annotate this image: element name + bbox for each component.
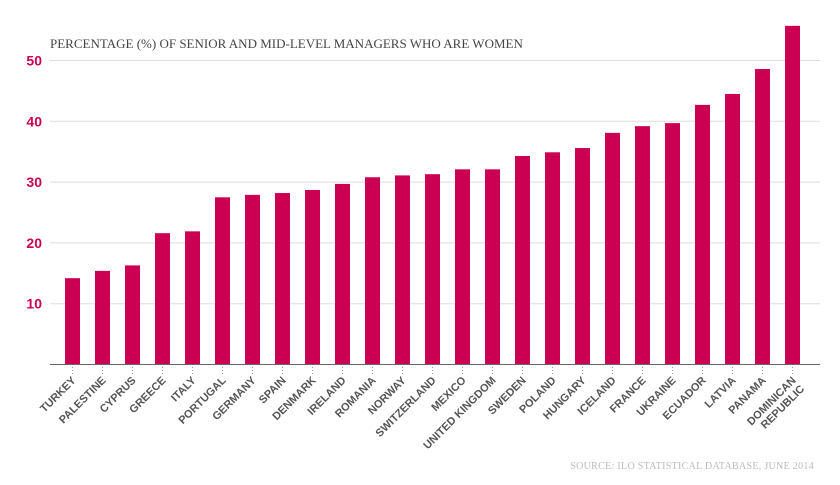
bar-turkey: [65, 278, 80, 365]
bar-greece: [155, 233, 170, 365]
bar-poland: [545, 152, 560, 365]
bar-spain: [275, 193, 290, 365]
bar-germany: [245, 194, 260, 365]
bar-france: [635, 126, 650, 365]
y-tick-label: 40: [26, 113, 42, 129]
bar-hungary: [575, 148, 590, 365]
y-tick-label: 10: [26, 296, 42, 312]
y-axis-ticks: 10 20 30 40 50: [26, 53, 42, 312]
bar-ukraine: [665, 123, 680, 365]
bar-switzerland: [425, 174, 440, 365]
bar-united-kingdom: [485, 169, 500, 365]
bar-portugal: [215, 197, 230, 365]
bar-italy: [185, 231, 200, 365]
bar-panama: [755, 69, 770, 365]
bar-dominican-republic: [785, 25, 800, 365]
y-tick-label: 20: [26, 235, 42, 251]
bar-iceland: [605, 132, 620, 365]
bar-romania: [365, 177, 380, 365]
bar-cyprus: [125, 265, 140, 365]
chart-source: SOURCE: ILO STATISTICAL DATABASE, JUNE 2…: [570, 461, 814, 472]
bar-palestine: [95, 270, 110, 365]
bar-norway: [395, 175, 410, 365]
bar-denmark: [305, 190, 320, 365]
bar-latvia: [725, 93, 740, 365]
bar-ireland: [335, 183, 350, 365]
y-tick-label: 30: [26, 174, 42, 190]
bar-ecuador: [695, 104, 710, 365]
bar-sweden: [515, 155, 530, 365]
y-tick-label: 50: [26, 53, 42, 69]
bar-mexico: [455, 169, 470, 365]
bars: [65, 25, 800, 365]
chart-title: PERCENTAGE (%) OF SENIOR AND MID-LEVEL M…: [50, 36, 523, 51]
